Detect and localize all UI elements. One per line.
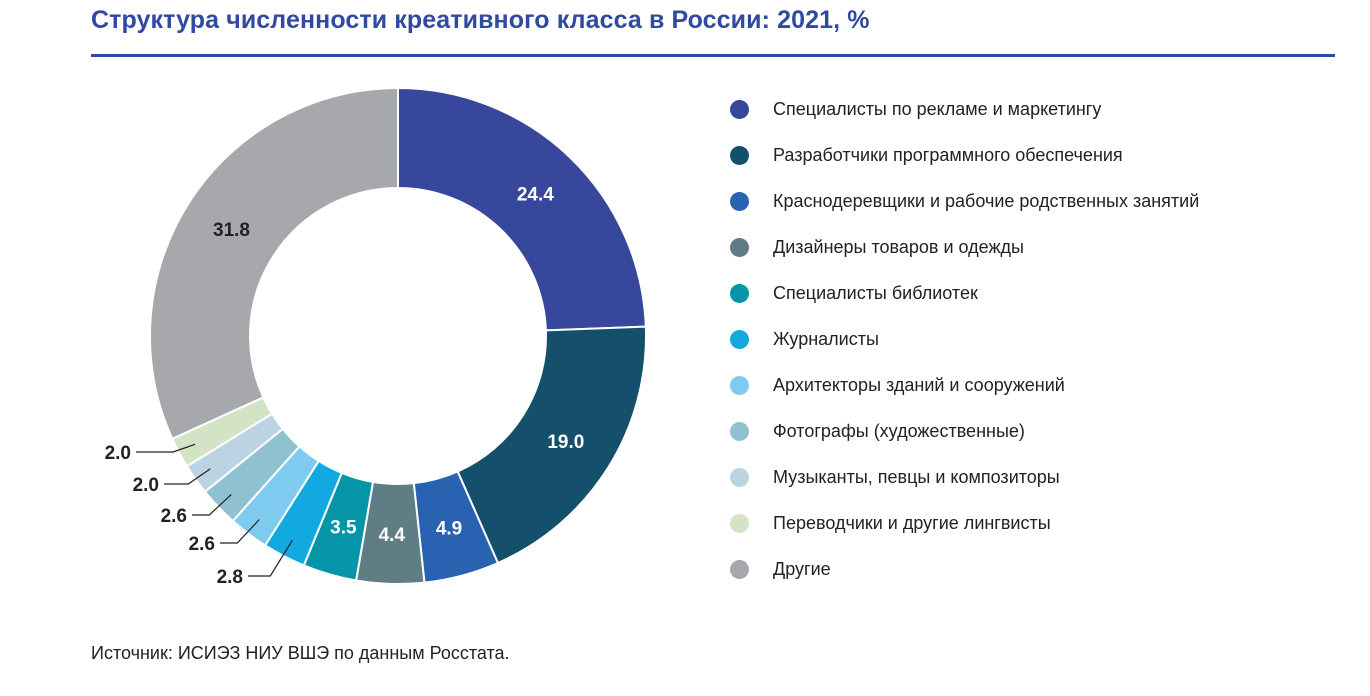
legend-label-6: Журналисты bbox=[773, 328, 879, 349]
legend-item-2: Разработчики программного обеспечения bbox=[730, 132, 1350, 178]
legend-item-9: Музыканты, певцы и композиторы bbox=[730, 454, 1350, 500]
leader-line-9 bbox=[164, 468, 211, 485]
legend-label-7: Архитекторы зданий и сооружений bbox=[773, 374, 1065, 395]
legend-item-3: Краснодеревщики и рабочие родственных за… bbox=[730, 178, 1350, 224]
chart-legend: Специалисты по рекламе и маркетингу Разра… bbox=[730, 86, 1350, 592]
slice-value-label-10: 2.0 bbox=[105, 443, 131, 464]
legend-swatch-9 bbox=[730, 467, 749, 487]
slice-value-label-8: 2.6 bbox=[161, 506, 187, 527]
legend-swatch-6 bbox=[730, 329, 749, 349]
legend-swatch-1 bbox=[730, 99, 749, 119]
legend-item-5: Специалисты библиотек bbox=[730, 270, 1350, 316]
legend-item-8: Фотографы (художественные) bbox=[730, 408, 1350, 454]
slice-value-label-4: 4.4 bbox=[379, 525, 406, 546]
legend-swatch-2 bbox=[730, 145, 749, 165]
leader-line-10 bbox=[136, 443, 196, 453]
legend-swatch-5 bbox=[730, 283, 749, 303]
legend-swatch-11 bbox=[730, 559, 749, 579]
legend-item-6: Журналисты bbox=[730, 316, 1350, 362]
source-note: Источник: ИСИЭЗ НИУ ВШЭ по данным Росста… bbox=[91, 643, 510, 663]
legend-label-9: Музыканты, певцы и композиторы bbox=[773, 466, 1060, 487]
slice-value-label-1: 24.4 bbox=[517, 184, 554, 205]
slice-value-label-3: 4.9 bbox=[436, 518, 462, 539]
legend-label-8: Фотографы (художественные) bbox=[773, 420, 1025, 441]
legend-swatch-10 bbox=[730, 513, 749, 533]
chart-title: Структура численности креативного класса… bbox=[91, 6, 870, 34]
legend-label-10: Переводчики и другие лингвисты bbox=[773, 512, 1051, 533]
legend-item-10: Переводчики и другие лингвисты bbox=[730, 500, 1350, 546]
legend-label-2: Разработчики программного обеспечения bbox=[773, 144, 1123, 165]
slice-value-label-11: 31.8 bbox=[213, 220, 250, 241]
legend-swatch-7 bbox=[730, 375, 749, 395]
leader-line-8 bbox=[192, 494, 232, 516]
slice-value-label-9: 2.0 bbox=[133, 475, 159, 496]
slice-value-label-5: 3.5 bbox=[330, 517, 357, 538]
donut-slice-2 bbox=[456, 325, 647, 565]
legend-swatch-4 bbox=[730, 237, 749, 257]
slice-value-label-7: 2.6 bbox=[189, 534, 215, 555]
legend-item-11: Другие bbox=[730, 546, 1350, 592]
leader-line-7 bbox=[220, 519, 260, 544]
legend-label-3: Краснодеревщики и рабочие родственных за… bbox=[773, 190, 1200, 211]
legend-item-1: Специалисты по рекламе и маркетингу bbox=[730, 86, 1350, 132]
donut-slice-11 bbox=[149, 86, 399, 441]
title-underline bbox=[91, 54, 1335, 57]
legend-label-1: Специалисты по рекламе и маркетингу bbox=[773, 98, 1102, 119]
leader-line-6 bbox=[248, 539, 293, 577]
donut-slice-1 bbox=[397, 86, 647, 332]
legend-item-4: Дизайнеры товаров и одежды bbox=[730, 224, 1350, 270]
slice-value-label-6: 2.8 bbox=[217, 567, 243, 588]
slice-value-label-2: 19.0 bbox=[547, 432, 584, 453]
legend-item-7: Архитекторы зданий и сооружений bbox=[730, 362, 1350, 408]
legend-label-4: Дизайнеры товаров и одежды bbox=[773, 236, 1024, 257]
legend-swatch-3 bbox=[730, 191, 749, 211]
legend-swatch-8 bbox=[730, 421, 749, 441]
legend-label-5: Специалисты библиотек bbox=[773, 282, 978, 303]
legend-label-11: Другие bbox=[773, 558, 831, 579]
